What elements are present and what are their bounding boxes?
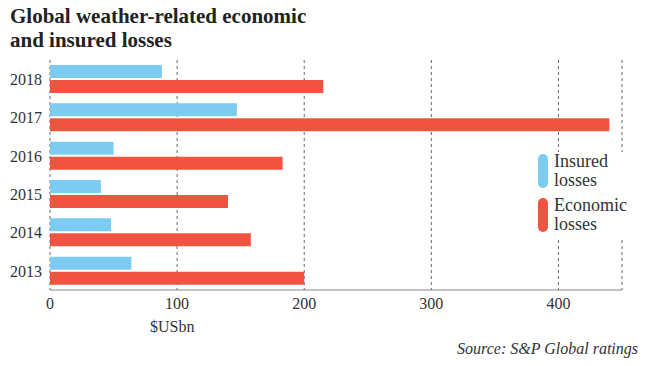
html-text:Source: S&P Global ratings: Source: S&P Global ratings [457, 340, 638, 357]
svg-text:2017: 2017 [10, 109, 42, 126]
html-text:$USbn: $USbn [150, 318, 195, 335]
html-text:Insured losses: Insured losses [554, 151, 608, 190]
svg-text:100: 100 [165, 295, 189, 312]
svg-text:200: 200 [292, 295, 316, 312]
svg-text:400: 400 [546, 295, 570, 312]
html-text:Economic losses: Economic losses [554, 195, 627, 234]
svg-text:2013: 2013 [10, 263, 42, 280]
svg-text:2014: 2014 [10, 224, 42, 241]
svg-text:0: 0 [46, 295, 54, 312]
svg-text:2015: 2015 [10, 186, 42, 203]
html-text:Global weather-related economi: Global weather-related economic and insu… [10, 4, 307, 52]
svg-text:2016: 2016 [10, 148, 42, 165]
svg-text:300: 300 [419, 295, 443, 312]
svg-text:2018: 2018 [10, 71, 42, 88]
